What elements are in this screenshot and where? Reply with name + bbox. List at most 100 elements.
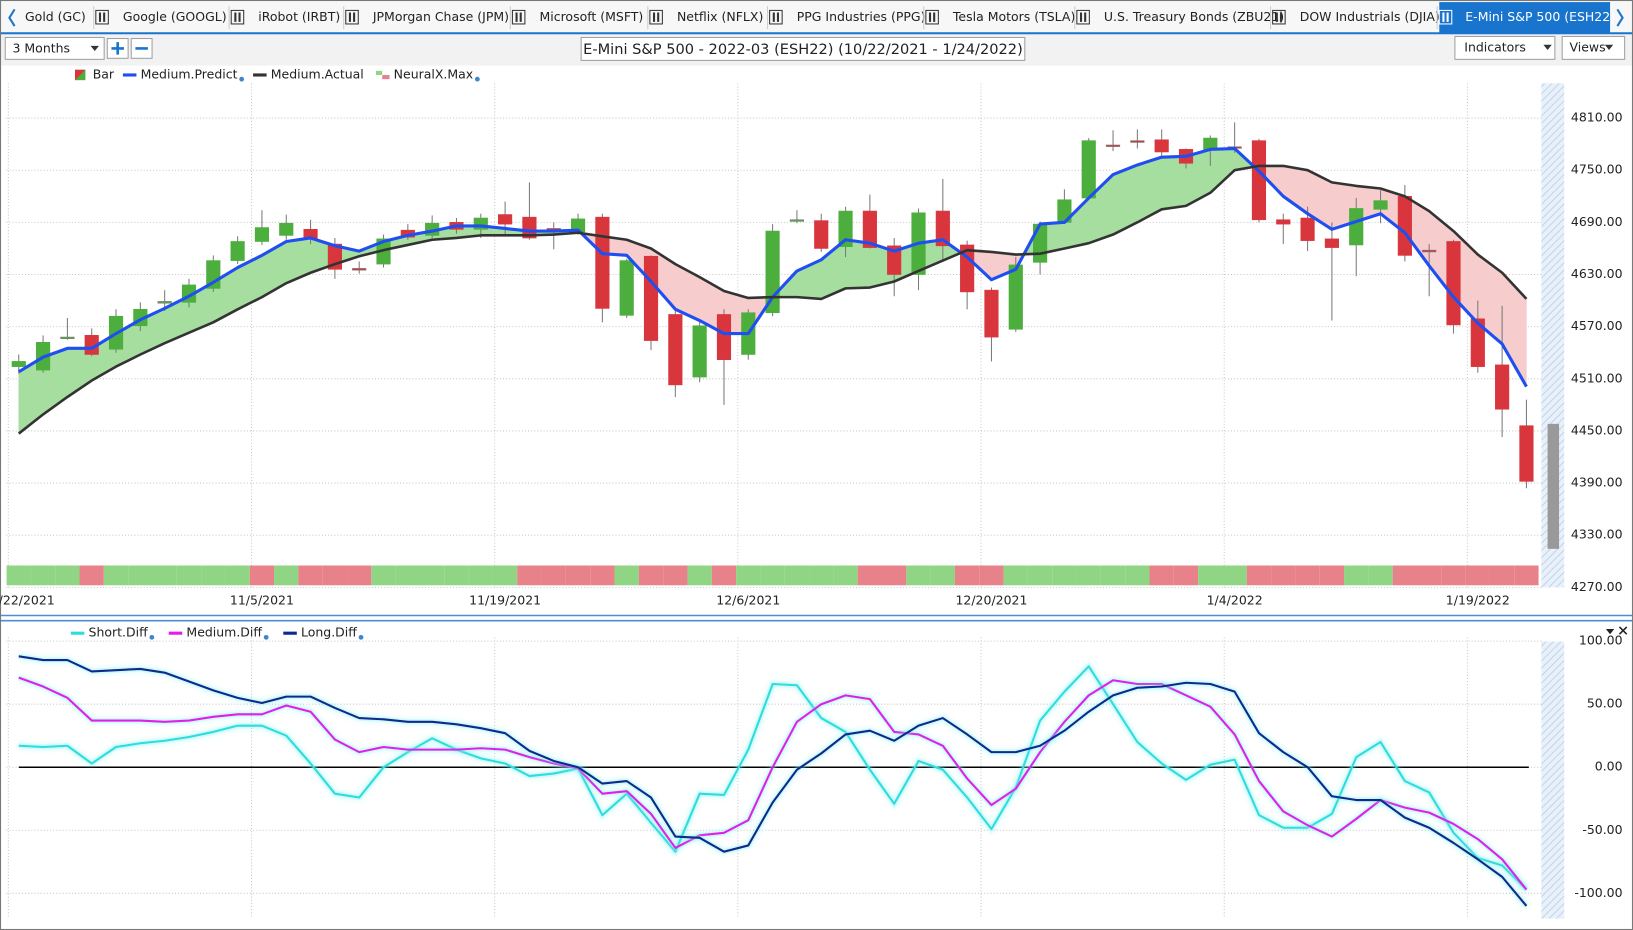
tab[interactable]: E-Mini S&P 500 (ESH22) xyxy=(1438,9,1615,25)
tab[interactable]: U.S. Treasury Bonds (ZBU21) xyxy=(1076,9,1284,25)
signal-segment xyxy=(444,565,469,586)
views-select[interactable] xyxy=(1561,35,1626,60)
series-line xyxy=(18,655,1528,907)
candle-body xyxy=(1446,241,1461,326)
signal-segment xyxy=(1125,565,1150,586)
y-tick-label: 4690.00 xyxy=(1571,214,1623,229)
signal-segment xyxy=(1271,565,1296,586)
candle-body xyxy=(1373,200,1388,210)
signal-segment xyxy=(736,565,761,586)
chart-title: E-Mini S&P 500 - 2022-03 (ESH22) (10/22/… xyxy=(583,41,1023,58)
y-tick-label: 4510.00 xyxy=(1571,370,1623,385)
y-tick-label: 4570.00 xyxy=(1571,318,1623,333)
candle-body xyxy=(1519,425,1534,482)
tab[interactable]: Netflix (NFLX) xyxy=(649,9,763,25)
candle-body xyxy=(498,214,513,225)
active-tab-bg xyxy=(1439,2,1611,34)
candle-body xyxy=(960,244,975,293)
candle-body xyxy=(595,216,610,309)
tab-label: iRobot (IRBT) xyxy=(258,9,340,24)
signal-segment xyxy=(249,565,275,586)
candle-body xyxy=(643,255,659,341)
candle-body xyxy=(1324,238,1339,248)
tab-icon xyxy=(98,12,106,22)
candle-body xyxy=(1300,217,1315,241)
tab-label: JPMorgan Chase (JPM) xyxy=(372,9,509,24)
y-tick-label: 100.00 xyxy=(1579,633,1623,648)
pane-menu[interactable] xyxy=(1605,629,1615,635)
signal-segment xyxy=(638,565,664,586)
candle-body xyxy=(60,336,75,339)
signal-segment xyxy=(541,565,566,586)
signal-segment xyxy=(809,565,834,586)
range-select[interactable] xyxy=(4,36,105,60)
y-tick-label: 4810.00 xyxy=(1571,110,1623,125)
tabs: Gold (GC) Google (GOOGL) iRobot (IRBT) JPMo… xyxy=(25,6,1615,30)
signal-segment xyxy=(274,565,299,586)
tab[interactable]: JPMorgan Chase (JPM) xyxy=(345,9,509,25)
signal-segment xyxy=(1076,565,1101,586)
signal-segment xyxy=(1441,565,1466,586)
candle-body xyxy=(1397,195,1412,256)
dropdown-arrow xyxy=(90,45,99,52)
candle-body xyxy=(619,260,634,316)
signal-segment xyxy=(784,565,810,586)
y-tick-label: 0.00 xyxy=(1595,759,1623,774)
tab-icon xyxy=(1272,9,1286,25)
candle-body xyxy=(1105,144,1121,147)
forecast-range-bar xyxy=(1547,423,1560,549)
series-line xyxy=(18,665,1528,891)
x-tick-label: 12/6/2021 xyxy=(716,592,780,607)
tab[interactable]: Google (GOOGL) xyxy=(95,9,227,25)
tab[interactable]: Gold (GC) xyxy=(25,9,86,24)
range-select-text: 3 Months xyxy=(13,40,71,55)
candle-body xyxy=(1349,208,1364,246)
signal-segment xyxy=(395,565,420,586)
legend-label: NeuralX.Max xyxy=(394,66,474,81)
tab[interactable]: iRobot (IRBT) xyxy=(230,9,340,25)
tab[interactable]: Tesla Motors (TSLA) xyxy=(925,9,1075,25)
x-tick-label: 11/5/2021 xyxy=(230,592,294,607)
tab-label: Microsoft (MSFT) xyxy=(539,9,643,24)
dropdown-arrow xyxy=(1543,44,1552,50)
tab-label: E-Mini S&P 500 (ESH22) xyxy=(1465,9,1615,24)
signal-segment xyxy=(1100,565,1126,586)
tab-scroll-right[interactable] xyxy=(1616,8,1624,27)
y-tick-label: 4630.00 xyxy=(1571,266,1623,281)
signal-segment xyxy=(1027,565,1053,586)
signal-segment xyxy=(176,565,202,586)
tab[interactable]: Microsoft (MSFT) xyxy=(511,9,643,25)
x-tick-label: 11/19/2021 xyxy=(469,592,541,607)
views-text: Views xyxy=(1569,39,1605,54)
plot-area xyxy=(17,653,1529,908)
signal-segment xyxy=(492,565,518,586)
signal-segment xyxy=(201,565,226,586)
signal-segment xyxy=(128,565,153,586)
signal-segment xyxy=(1149,565,1174,586)
tab[interactable]: DOW Industrials (DJIA) xyxy=(1272,9,1440,25)
signal-segment xyxy=(906,565,931,586)
tab-icon xyxy=(649,9,663,25)
legend-info xyxy=(149,634,155,640)
tab-label: U.S. Treasury Bonds (ZBU21) xyxy=(1104,9,1284,24)
tab-icon xyxy=(925,9,939,25)
tab[interactable]: PPG Industries (PPG) xyxy=(769,9,926,25)
forecast-zone xyxy=(1541,641,1565,919)
pane-close[interactable] xyxy=(1618,626,1628,635)
signal-segment xyxy=(930,565,955,586)
tab-scroll-left[interactable] xyxy=(8,8,16,27)
spread-fill xyxy=(1161,156,1187,210)
candle-body xyxy=(157,301,172,304)
legend-swatch xyxy=(382,74,390,80)
x-tick-label: 1/4/2022 xyxy=(1207,592,1263,607)
legend-label: Medium.Predict xyxy=(141,66,238,81)
candle-body xyxy=(984,289,999,338)
candle-body xyxy=(1422,249,1437,253)
indicators-select[interactable] xyxy=(1454,35,1556,60)
candle-body xyxy=(1470,318,1485,367)
tab-label: Tesla Motors (TSLA) xyxy=(952,9,1075,24)
candle-body xyxy=(11,361,26,367)
candle-body xyxy=(1081,140,1096,199)
